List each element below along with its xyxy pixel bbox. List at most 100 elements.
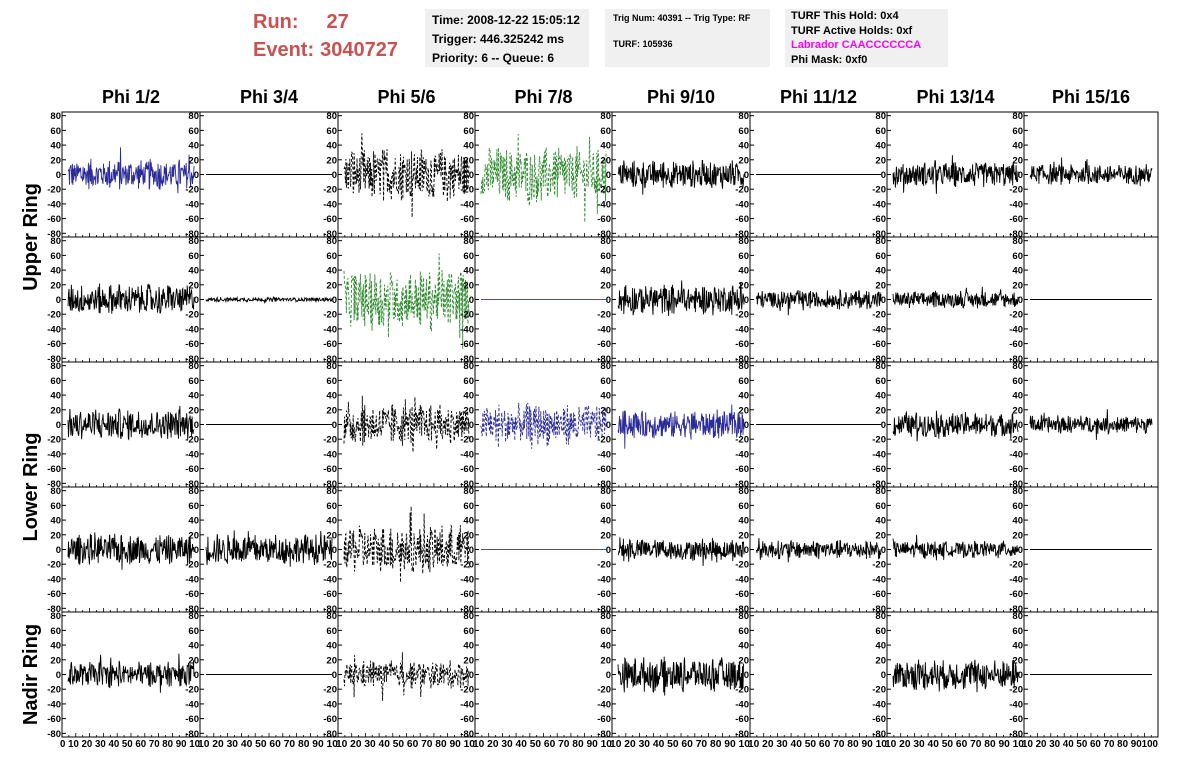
- y-tick-label: -60: [460, 714, 474, 725]
- y-tick-label: 20: [463, 530, 474, 541]
- y-tick-label: 40: [463, 391, 474, 402]
- waveform-trace: [343, 253, 470, 349]
- y-tick-label: 60: [463, 251, 474, 262]
- y-tick-label: 80: [875, 486, 886, 497]
- y-tick-label: 40: [50, 516, 61, 527]
- y-tick-label: -80: [47, 729, 61, 740]
- y-tick-label: -80: [323, 229, 337, 240]
- y-tick-label: -60: [460, 339, 474, 350]
- y-tick-label: -80: [47, 479, 61, 490]
- y-tick-label: 20: [50, 655, 61, 666]
- y-tick-label: 20: [326, 405, 337, 416]
- y-tick-label: 0: [194, 670, 199, 681]
- y-tick-label: 0: [606, 545, 611, 556]
- y-tick-label: 80: [875, 361, 886, 372]
- y-tick-label: -60: [323, 464, 337, 475]
- y-tick-label: 0: [744, 295, 749, 306]
- y-tick-label: 60: [738, 251, 749, 262]
- y-tick-label: 40: [326, 516, 337, 527]
- waveform-trace: [67, 147, 195, 194]
- y-tick-label: 60: [50, 126, 61, 137]
- y-tick-label: -60: [323, 589, 337, 600]
- y-tick-label: -40: [735, 574, 749, 585]
- waveform-panel: 80 60 40 20 0 -20 -40 -60 -80: [47, 236, 201, 365]
- waveform-trace: [892, 286, 1019, 309]
- y-tick-label: -60: [47, 214, 61, 225]
- y-tick-label: 60: [875, 126, 886, 137]
- y-tick-label: 80: [1012, 236, 1023, 247]
- y-tick-label: 0: [1018, 420, 1023, 431]
- y-tick-label: -40: [1009, 574, 1023, 585]
- y-tick-label: -80: [735, 354, 749, 365]
- y-tick-label: 40: [188, 141, 199, 152]
- y-tick-label: -20: [872, 435, 886, 446]
- y-tick-label: 60: [1012, 501, 1023, 512]
- y-tick-label: -40: [735, 199, 749, 210]
- y-tick-label: 60: [463, 626, 474, 637]
- waveform-panel: 80 60 40 20 0 -20 -40 -60 -80: [47, 486, 201, 615]
- y-tick-label: -80: [460, 479, 474, 490]
- y-tick-label: 80: [600, 486, 611, 497]
- y-tick-label: 20: [463, 155, 474, 166]
- y-tick-label: 60: [50, 251, 61, 262]
- waveform-trace: [892, 534, 1019, 561]
- y-tick-label: 40: [600, 641, 611, 652]
- y-tick-label: 20: [600, 530, 611, 541]
- y-tick-label: 40: [326, 641, 337, 652]
- y-tick-label: 40: [188, 266, 199, 277]
- waveform-panel: 80 60 40 20 0 -20 -40 -60 -80: [185, 111, 339, 240]
- y-tick-label: 60: [188, 501, 199, 512]
- waveform-trace: [617, 537, 745, 567]
- y-tick-label: 60: [1012, 626, 1023, 637]
- y-tick-label: 80: [50, 611, 61, 622]
- y-tick-label: 40: [188, 641, 199, 652]
- y-tick-label: 0: [744, 545, 749, 556]
- y-tick-label: 60: [1012, 376, 1023, 387]
- waveform-panel: 80 60 40 20 0 -20 -40 -60 -80: [872, 611, 1025, 740]
- y-tick-label: -40: [323, 699, 337, 710]
- y-tick-label: 20: [738, 655, 749, 666]
- y-tick-label: 40: [875, 516, 886, 527]
- y-tick-label: 40: [1012, 141, 1023, 152]
- y-tick-label: -60: [47, 339, 61, 350]
- y-tick-label: 60: [326, 501, 337, 512]
- y-tick-label: -60: [872, 214, 886, 225]
- y-tick-label: 0: [56, 545, 61, 556]
- y-tick-label: -80: [735, 479, 749, 490]
- y-tick-label: 60: [463, 501, 474, 512]
- y-tick-label: 60: [738, 376, 749, 387]
- y-tick-label: -80: [1009, 479, 1023, 490]
- y-tick-label: 40: [738, 641, 749, 652]
- y-tick-label: 20: [600, 405, 611, 416]
- waveform-trace: [343, 133, 470, 218]
- y-tick-label: 20: [1012, 655, 1023, 666]
- run-label: Run:: [253, 11, 299, 33]
- y-tick-label: 40: [875, 141, 886, 152]
- waveform-trace: [617, 656, 745, 696]
- waveform-trace: [892, 659, 1019, 693]
- y-tick-label: 80: [326, 486, 337, 497]
- y-tick-label: -40: [1009, 324, 1023, 335]
- y-tick-label: -20: [47, 310, 61, 321]
- waveform-panel: 80 60 40 20 0 -20 -40 -60 -80: [185, 611, 339, 740]
- y-tick-label: -40: [185, 449, 199, 460]
- ring-label: Lower Ring: [20, 433, 42, 542]
- column-header: Phi 15/16: [1052, 87, 1130, 107]
- y-tick-label: 40: [50, 391, 61, 402]
- y-tick-label: -60: [47, 714, 61, 725]
- column-header: Phi 5/6: [377, 87, 435, 107]
- y-tick-label: -20: [872, 560, 886, 571]
- y-tick-label: -80: [323, 479, 337, 490]
- waveform-trace: [480, 402, 607, 449]
- y-tick-label: -20: [872, 685, 886, 696]
- y-tick-label: 0: [194, 170, 199, 181]
- turf-this-hold-text: TURF This Hold: 0x4: [791, 10, 899, 22]
- y-tick-label: 80: [600, 611, 611, 622]
- y-tick-label: 20: [188, 280, 199, 291]
- y-tick-label: 0: [881, 420, 886, 431]
- y-tick-label: 80: [875, 111, 886, 122]
- waveform-panel: 80 60 40 20 0 -20 -40 -60 -80: [323, 111, 476, 240]
- y-tick-label: -80: [185, 479, 199, 490]
- waveform-panel: 80 60 40 20 0 -20 -40 -60 -80: [460, 236, 613, 365]
- waveform-panel: 80 60 40 20 0 -20 -40 -60 -80: [1009, 486, 1159, 615]
